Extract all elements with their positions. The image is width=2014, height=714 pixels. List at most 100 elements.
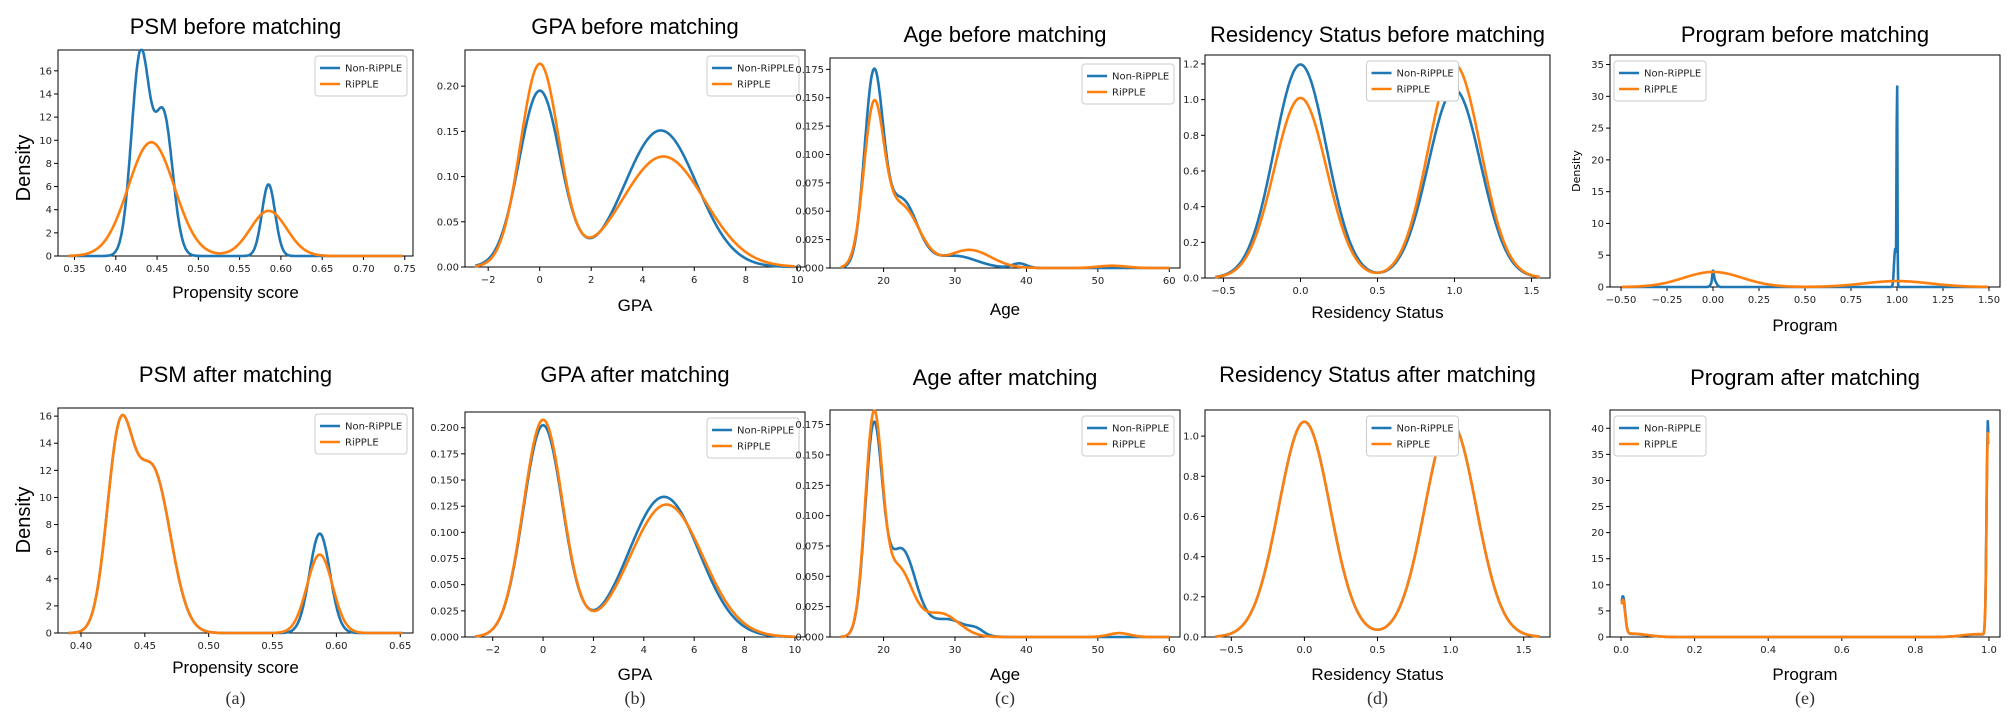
x-tick-label: 0.5: [1370, 645, 1386, 656]
y-tick-label: 0.100: [430, 528, 459, 539]
chart-gpa-before: GPA before matching −2 0 2 4 6 8 10 0.00 0.05 0.10…: [437, 14, 806, 315]
y-tick-label: 0.4: [1183, 552, 1199, 563]
series-line-ripple: [1620, 270, 1990, 289]
x-tick-label: 0.75: [1840, 295, 1862, 306]
y-tick-label: 0.0: [1183, 274, 1199, 285]
y-tick-label: 8: [46, 159, 52, 170]
x-tick-label: 0.4: [1760, 645, 1776, 656]
chart-title: Age before matching: [903, 22, 1106, 47]
x-tick-label: 8: [743, 275, 749, 286]
subfigure-label: (e): [1795, 688, 1815, 709]
series-line-ripple: [474, 418, 796, 638]
y-tick-label: 0.2: [1183, 238, 1199, 249]
y-tick-label: 0.075: [795, 541, 824, 552]
plot-frame: [464, 49, 806, 268]
x-tick-label: 10: [791, 275, 804, 286]
y-tick-label: 30: [1591, 476, 1604, 487]
legend: Non-RiPPLE RiPPLE: [706, 55, 800, 97]
x-axis-label: GPA: [618, 296, 653, 315]
chart-title: Program before matching: [1681, 22, 1929, 47]
y-tick-label: 0.150: [430, 476, 459, 487]
x-tick-label: 0.35: [63, 264, 85, 275]
x-tick-label: 0.2: [1687, 645, 1703, 656]
y-tick-label: 0.000: [795, 633, 824, 644]
x-tick-label: 30: [949, 276, 962, 287]
x-tick-label: 0.55: [261, 641, 283, 652]
x-tick-label: 20: [877, 276, 890, 287]
legend-label: Non-RiPPLE: [1397, 424, 1454, 435]
x-tick-label: −2: [481, 275, 496, 286]
legend-box: [1081, 415, 1175, 457]
x-tick-label: 0.70: [352, 264, 374, 275]
x-tick-label: 1.0: [1981, 645, 1997, 656]
y-tick-label: 0.10: [437, 172, 459, 183]
y-tick-label: 5: [1598, 606, 1604, 617]
x-tick-label: 0.40: [105, 264, 127, 275]
y-tick-label: 0.150: [795, 93, 824, 104]
chart-title: Residency Status before matching: [1210, 22, 1545, 47]
y-tick-label: 0.125: [795, 481, 824, 492]
y-tick-label: 2: [46, 601, 52, 612]
x-axis-label: Residency Status: [1311, 665, 1443, 684]
chart-res-after: Residency Status after matching −0.5 0.0 0.…: [1183, 362, 1551, 709]
legend: Non-RiPPLE RiPPLE: [1081, 415, 1175, 457]
x-tick-label: −0.25: [1652, 295, 1683, 306]
chart-title: PSM before matching: [130, 14, 342, 39]
x-tick-label: 0.25: [1748, 295, 1770, 306]
y-tick-label: 16: [39, 412, 52, 423]
x-axis-label: Propensity score: [172, 658, 299, 677]
y-tick-label: 8: [46, 520, 52, 531]
legend: Non-RiPPLE RiPPLE: [314, 413, 408, 455]
y-tick-label: 0.8: [1183, 472, 1199, 483]
y-tick-label: 6: [46, 547, 52, 558]
series-line-ripple: [839, 98, 1171, 270]
x-tick-label: 40: [1020, 645, 1033, 656]
y-tick-label: 1.2: [1183, 59, 1199, 70]
legend-box: [1366, 60, 1459, 102]
x-tick-label: 6: [691, 645, 697, 656]
y-tick-label: 0.100: [795, 511, 824, 522]
x-tick-label: 0: [540, 645, 546, 656]
legend-box: [314, 55, 408, 97]
x-tick-label: 1.0: [1447, 286, 1463, 297]
legend-box: [1081, 63, 1175, 105]
legend: Non-RiPPLE RiPPLE: [1613, 60, 1707, 102]
x-axis-label: Program: [1772, 665, 1837, 684]
x-tick-label: 0.60: [270, 264, 292, 275]
y-tick-label: 0.050: [795, 207, 824, 218]
chart-age-after: Age after matching 20 30 40 50 60 0.000 0.025 0.…: [795, 365, 1181, 709]
legend-label: RiPPLE: [345, 438, 379, 449]
x-axis-label: Program: [1772, 316, 1837, 335]
x-tick-label: −0.5: [1219, 645, 1243, 656]
chart-title: GPA after matching: [540, 362, 729, 387]
x-tick-label: 0.00: [1702, 295, 1724, 306]
y-tick-label: 0.8: [1183, 131, 1199, 142]
legend-label: Non-RiPPLE: [1397, 69, 1454, 80]
y-tick-label: 40: [1591, 424, 1604, 435]
y-tick-label: 5: [1598, 251, 1604, 262]
x-tick-label: 10: [789, 645, 802, 656]
legend-label: RiPPLE: [1397, 440, 1431, 451]
chart-title: Residency Status after matching: [1219, 362, 1536, 387]
x-tick-label: 0.45: [146, 264, 168, 275]
series-line-ripple: [474, 62, 796, 268]
legend: Non-RiPPLE RiPPLE: [1366, 415, 1459, 457]
x-tick-label: 0.0: [1296, 645, 1312, 656]
x-tick-label: 0.0: [1293, 286, 1309, 297]
legend-label: RiPPLE: [345, 80, 379, 91]
y-tick-label: 0.6: [1183, 166, 1199, 177]
y-tick-label: 4: [46, 574, 52, 585]
y-tick-label: 0: [46, 252, 52, 263]
chart-psm-after: PSM after matching 0.40 0.45 0.50 0.55 0.60 0.…: [39, 362, 414, 709]
chart-title: Program after matching: [1690, 365, 1920, 390]
x-tick-label: 0.65: [311, 264, 333, 275]
x-tick-label: 0.45: [134, 641, 156, 652]
x-tick-label: 0.5: [1370, 286, 1386, 297]
y-tick-label: 10: [1591, 580, 1604, 591]
chart-age-before: Age before matching 20 30 40 50 60 0.000 0.025 0…: [795, 22, 1181, 319]
x-tick-label: 1.00: [1886, 295, 1908, 306]
series-line-non-ripple: [1620, 85, 1990, 289]
y-tick-label: 4: [46, 205, 52, 216]
series-line-ripple: [1214, 420, 1541, 638]
legend: Non-RiPPLE RiPPLE: [1613, 415, 1707, 457]
